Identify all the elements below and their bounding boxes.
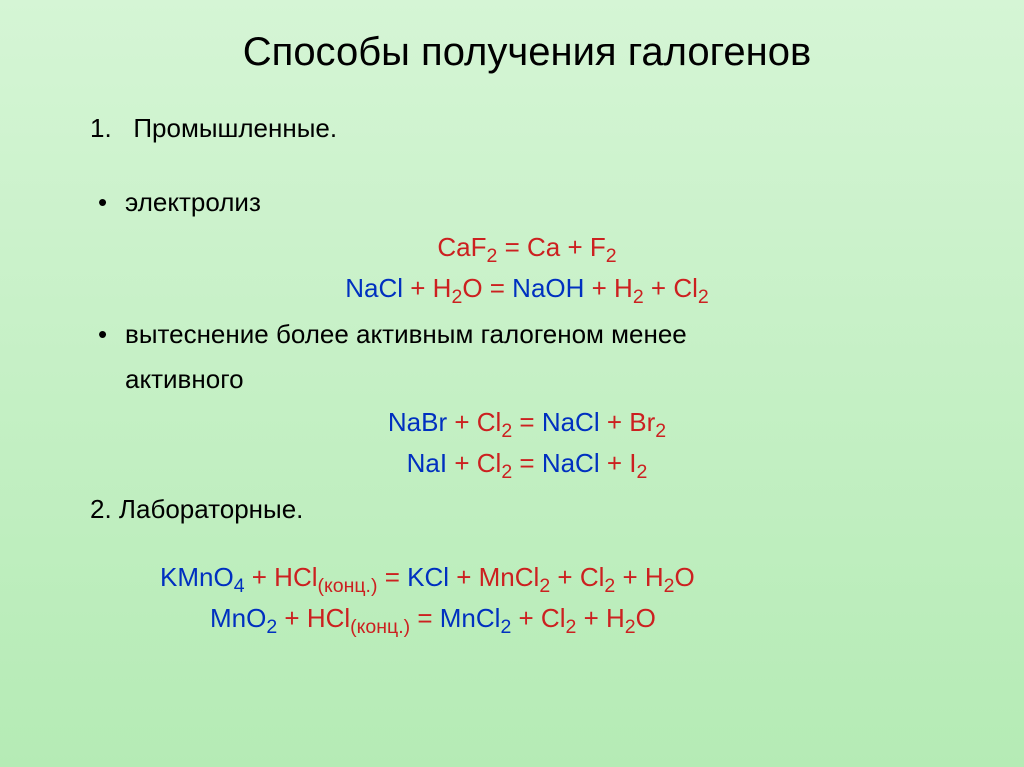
eq2-p4: NaOH	[512, 273, 584, 303]
eq6-p4: MnCl	[440, 603, 501, 633]
eq5-p5: + MnCl	[449, 562, 539, 592]
eq3-p3: =	[512, 407, 542, 437]
eq1-lhs: CaF	[437, 232, 486, 262]
eq3-p2: + Cl	[447, 407, 501, 437]
eq2-p3: O =	[462, 273, 512, 303]
eq3-p4: NaCl	[542, 407, 600, 437]
eq5-p4: KCl	[407, 562, 449, 592]
eq4-p2: + Cl	[447, 448, 501, 478]
eq6-konc: (конц.)	[350, 616, 410, 638]
section-2: 2. Лабораторные.	[90, 491, 964, 529]
eq1-rhs: = Ca + F	[497, 232, 605, 262]
eq4-p1: NaI	[407, 448, 447, 478]
equation-kmno4: KMnO4 + HCl(конц.) = KCl + MnCl2 + Cl2 +…	[90, 559, 964, 597]
slide-title: Способы получения галогенов	[90, 30, 964, 75]
eq6-p5: + Cl	[511, 603, 565, 633]
slide-content: 1. Промышленные. электролиз CaF2 = Ca + …	[90, 110, 964, 638]
eq5-p3: =	[377, 562, 407, 592]
bullet-displacement: вытеснение более активным галогеном мене…	[90, 316, 964, 354]
eq5-konc: (конц.)	[318, 575, 378, 597]
eq5-p6: + Cl	[550, 562, 604, 592]
equation-caf2: CaF2 = Ca + F2	[90, 229, 964, 267]
eq4-p5: + I	[600, 448, 637, 478]
eq4-p3: =	[512, 448, 542, 478]
eq4-p4: NaCl	[542, 448, 600, 478]
section-1-label: Промышленные.	[133, 113, 337, 143]
eq5-p1: KMnO	[160, 562, 234, 592]
eq1-sub1: 2	[487, 246, 498, 268]
section-2-number: 2.	[90, 494, 112, 524]
bullet-electrolysis: электролиз	[90, 184, 964, 222]
bullet-displacement-line2: активного	[125, 364, 244, 394]
eq6-p6: + H	[576, 603, 624, 633]
equation-nabr: NaBr + Cl2 = NaCl + Br2	[90, 404, 964, 442]
eq2-p2: + H	[403, 273, 451, 303]
eq2-p1: NaCl	[345, 273, 403, 303]
eq5-p7: + H	[615, 562, 663, 592]
eq2-p6: + Cl	[644, 273, 698, 303]
eq5-p2: + HCl	[245, 562, 318, 592]
bullet-displacement-line1: вытеснение более активным галогеном мене…	[125, 319, 687, 349]
bullet-electrolysis-text: электролиз	[125, 187, 261, 217]
eq6-p2: + HCl	[277, 603, 350, 633]
section-1-number: 1.	[90, 113, 112, 143]
equation-nacl-h2o: NaCl + H2O = NaOH + H2 + Cl2	[90, 270, 964, 308]
equation-nai: NaI + Cl2 = NaCl + I2	[90, 445, 964, 483]
eq2-p5: + H	[584, 273, 632, 303]
bullet-displacement-line2-wrap: активного	[90, 361, 964, 399]
eq6-p7: O	[636, 603, 656, 633]
eq3-p1: NaBr	[388, 407, 447, 437]
equation-mno2: MnO2 + HCl(конц.) = MnCl2 + Cl2 + H2O	[90, 600, 964, 638]
section-1: 1. Промышленные.	[90, 110, 964, 148]
section-2-label: Лабораторные.	[119, 494, 304, 524]
eq6-p3: =	[410, 603, 440, 633]
eq1-sub2: 2	[606, 246, 617, 268]
slide: Способы получения галогенов 1. Промышлен…	[0, 0, 1024, 767]
eq5-p8: O	[675, 562, 695, 592]
eq3-p5: + Br	[600, 407, 656, 437]
eq6-p1: MnO	[210, 603, 266, 633]
